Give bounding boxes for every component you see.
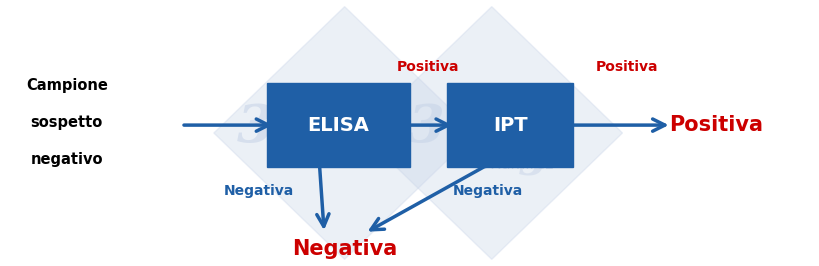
Text: Negativa: Negativa [224,184,293,198]
Text: sospetto: sospetto [30,115,102,130]
Text: Negativa: Negativa [452,184,523,198]
Text: 3: 3 [518,146,545,184]
Polygon shape [214,7,475,259]
Text: Negativa: Negativa [292,239,396,259]
Text: negativo: negativo [30,152,103,167]
Polygon shape [360,7,622,259]
Text: Campione: Campione [25,78,107,93]
FancyBboxPatch shape [267,83,410,167]
Text: Positiva: Positiva [396,60,459,74]
Text: 3: 3 [236,102,273,153]
Text: IPT: IPT [492,116,527,135]
FancyBboxPatch shape [446,83,572,167]
Text: A Ramirez: A Ramirez [477,157,554,172]
Text: ELISA: ELISA [307,116,369,135]
Text: Positiva: Positiva [595,60,657,74]
Text: 3: 3 [408,102,444,153]
Text: Positiva: Positiva [668,115,762,135]
